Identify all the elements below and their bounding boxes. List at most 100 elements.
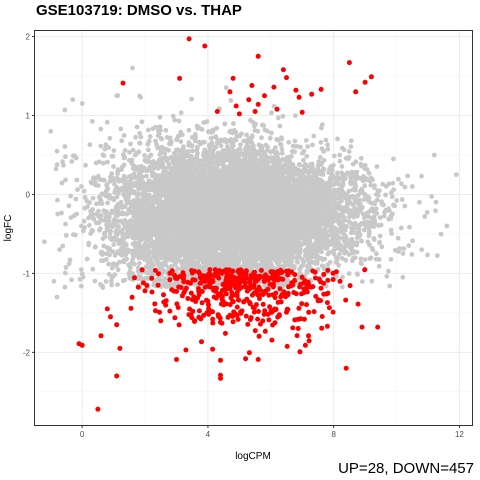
data-point-not-significant — [69, 277, 74, 283]
data-point-not-significant — [116, 224, 121, 229]
data-point-not-significant — [83, 162, 88, 168]
data-point-not-significant — [349, 236, 355, 242]
data-point-not-significant — [138, 134, 144, 140]
data-point-not-significant — [318, 155, 323, 160]
data-point-not-significant — [268, 149, 273, 155]
data-point-not-significant — [388, 256, 394, 262]
data-point-not-significant — [401, 246, 407, 252]
data-point-not-significant — [176, 118, 182, 124]
data-point-not-significant — [392, 247, 398, 253]
data-point-not-significant — [214, 125, 220, 131]
data-point-not-significant — [323, 137, 329, 143]
data-point-not-significant — [241, 138, 247, 144]
data-point-not-significant — [244, 132, 250, 138]
data-point-not-significant — [396, 176, 401, 182]
data-point-not-significant — [433, 208, 438, 214]
data-point-not-significant — [374, 251, 379, 257]
data-point-not-significant — [147, 134, 153, 139]
data-point-not-significant — [98, 126, 104, 132]
data-point-not-significant — [69, 159, 75, 164]
data-point-not-significant — [399, 181, 404, 187]
data-point-not-significant — [73, 155, 79, 161]
data-point-not-significant — [319, 146, 325, 152]
data-point-not-significant — [63, 154, 68, 160]
data-point-not-significant — [354, 271, 360, 277]
data-point-not-significant — [289, 153, 294, 159]
data-point-not-significant — [84, 256, 90, 262]
data-point-not-significant — [115, 282, 120, 287]
data-point-not-significant — [366, 170, 372, 176]
data-point-not-significant — [109, 153, 115, 159]
data-point-not-significant — [148, 152, 154, 158]
data-point-not-significant — [75, 187, 80, 193]
data-point-not-significant — [178, 139, 184, 144]
data-point-not-significant — [354, 240, 360, 245]
data-point-not-significant — [132, 261, 137, 267]
data-point-not-significant — [348, 138, 354, 144]
data-point-not-significant — [325, 142, 330, 148]
data-point-not-significant — [293, 113, 298, 119]
data-point-not-significant — [269, 130, 274, 136]
data-point-not-significant — [78, 267, 84, 272]
data-point-not-significant — [419, 173, 424, 179]
non-significant-points — [42, 65, 459, 300]
data-point-not-significant — [106, 271, 112, 277]
data-point-not-significant — [358, 260, 364, 266]
data-point-not-significant — [399, 197, 405, 202]
data-point-not-significant — [81, 188, 87, 194]
data-point-not-significant — [335, 170, 340, 176]
data-point-not-significant — [395, 235, 401, 241]
data-point-not-significant — [383, 192, 388, 198]
data-point-not-significant — [133, 134, 139, 140]
data-point-not-significant — [337, 152, 343, 158]
data-point-not-significant — [397, 246, 402, 251]
data-point-not-significant — [331, 162, 336, 168]
data-point-not-significant — [331, 153, 337, 159]
data-point-not-significant — [178, 110, 184, 116]
data-point-not-significant — [239, 131, 244, 137]
data-point-not-significant — [54, 162, 60, 168]
data-point-not-significant — [407, 224, 412, 230]
data-point-not-significant — [55, 211, 61, 217]
data-point-not-significant — [67, 257, 73, 263]
data-point-not-significant — [388, 227, 394, 233]
data-point-not-significant — [409, 252, 415, 257]
data-point-not-significant — [99, 258, 104, 264]
data-point-not-significant — [139, 119, 145, 125]
data-point-not-significant — [346, 149, 352, 154]
data-point-not-significant — [62, 270, 68, 276]
data-point-not-significant — [366, 199, 372, 204]
data-point-not-significant — [348, 144, 354, 150]
data-point-not-significant — [386, 268, 391, 274]
data-point-not-significant — [261, 123, 266, 128]
data-point-not-significant — [271, 103, 277, 109]
data-point-not-significant — [355, 174, 360, 180]
data-point-not-significant — [325, 146, 331, 152]
data-point-not-significant — [376, 263, 382, 269]
data-point-not-significant — [275, 115, 281, 121]
data-point-not-significant — [269, 110, 274, 116]
chart-title: GSE103719: DMSO vs. THAP — [36, 2, 242, 19]
data-point-not-significant — [101, 160, 106, 166]
data-point-not-significant — [181, 144, 186, 150]
data-point-not-significant — [374, 197, 380, 203]
data-point-not-significant — [99, 191, 105, 197]
data-point-not-significant — [86, 242, 92, 248]
data-point-not-significant — [279, 146, 285, 152]
data-point-not-significant — [103, 279, 109, 284]
data-point-not-significant — [335, 136, 340, 142]
data-point-not-significant — [104, 182, 110, 188]
data-point-not-significant — [352, 255, 358, 260]
data-point-not-significant — [387, 283, 393, 289]
data-point-not-significant — [106, 219, 112, 224]
data-point-not-significant — [170, 113, 176, 119]
data-point-not-significant — [368, 182, 374, 188]
data-point-not-significant — [186, 127, 192, 133]
data-point-not-significant — [343, 249, 349, 255]
data-point-not-significant — [153, 138, 159, 144]
data-point-not-significant — [81, 218, 87, 224]
data-point-not-significant — [438, 231, 444, 237]
data-point-not-significant — [61, 162, 66, 168]
data-point-not-significant — [159, 144, 165, 150]
